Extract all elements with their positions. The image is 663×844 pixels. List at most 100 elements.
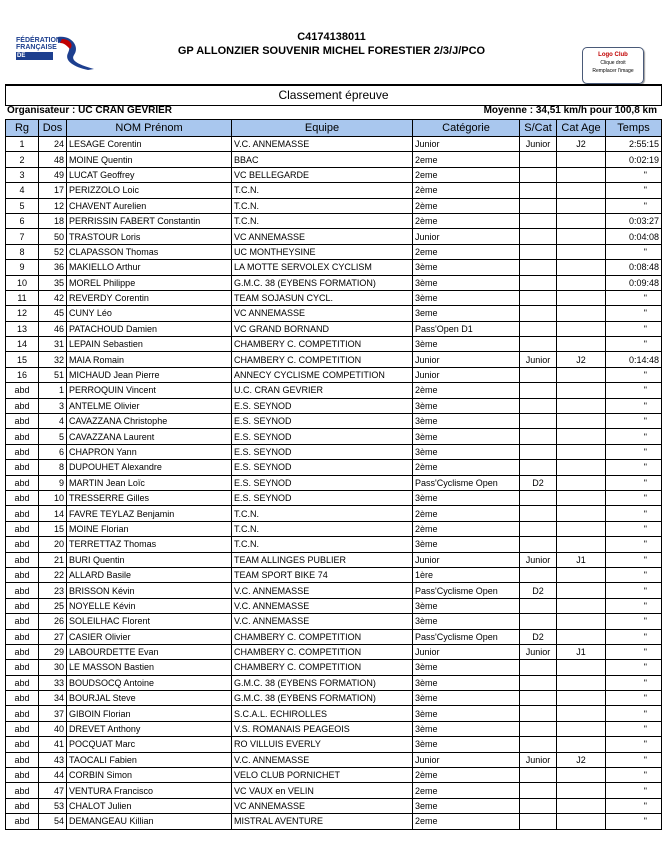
age-category-cell <box>556 736 606 753</box>
table-header-row: Rg Dos NOM Prénom Equipe Catégorie S/Cat… <box>5 119 662 137</box>
rider-name-cell: DREVET Anthony <box>66 720 232 738</box>
age-category-cell <box>556 228 606 245</box>
sub-category-cell: D2 <box>519 582 557 599</box>
sub-category-cell <box>519 397 557 415</box>
rank-cell: abd <box>5 397 39 415</box>
team-cell: T.C.N. <box>231 536 413 553</box>
category-cell: 3ème <box>412 443 520 461</box>
bib-cell: 14 <box>38 505 67 522</box>
bib-cell: 50 <box>38 228 67 245</box>
category-cell: 2ème <box>412 382 520 399</box>
category-cell: 3ème <box>412 428 520 445</box>
category-cell: Pass'Cyclisme Open <box>412 582 520 599</box>
age-category-cell <box>556 813 606 830</box>
col-categorie: Catégorie <box>412 119 520 137</box>
club-logo-line2: Remplacer l'image <box>592 68 634 74</box>
rider-name-cell: MARTIN Jean Loïc <box>66 474 232 491</box>
time-cell: 0:03:27 <box>605 212 662 230</box>
team-cell: BBAC <box>231 151 413 168</box>
rank-cell: 1 <box>5 135 39 153</box>
table-row: abd 27 CASIER Olivier CHAMBERY C. COMPETITI… <box>5 628 662 645</box>
bib-cell: 47 <box>38 782 67 799</box>
team-cell: V.C. ANNEMASSE <box>231 135 413 153</box>
team-cell: T.C.N. <box>231 197 413 214</box>
category-cell: 3ème <box>412 736 520 753</box>
category-cell: Junior <box>412 228 520 245</box>
team-cell: E.S. SEYNOD <box>231 413 413 430</box>
team-cell: RO VILLUIS EVERLY <box>231 736 413 753</box>
table-row: abd 20 TERRETTAZ Thomas T.C.N. 3ème " <box>5 536 662 553</box>
age-category-cell <box>556 474 606 491</box>
table-row: abd 30 LE MASSON Bastien CHAMBERY C. COMPET… <box>5 659 662 676</box>
rider-name-cell: BOUDSOCQ Antoine <box>66 674 232 692</box>
rank-cell: abd <box>5 628 39 645</box>
sub-category-cell <box>519 720 557 738</box>
club-logo-placeholder: Logo Club Clique droit Remplacer l'image <box>582 47 644 84</box>
race-title: GP ALLONZIER SOUVENIR MICHEL FORESTIER 2… <box>177 45 486 57</box>
bib-cell: 53 <box>38 797 67 815</box>
sub-category-cell <box>519 243 557 261</box>
bib-cell: 20 <box>38 536 67 553</box>
age-category-cell <box>556 628 606 645</box>
team-cell: TEAM ALLINGES PUBLIER <box>231 551 413 568</box>
bib-cell: 9 <box>38 474 67 491</box>
age-category-cell <box>556 366 606 384</box>
category-cell: 2eme <box>412 782 520 799</box>
rank-cell: 12 <box>5 305 39 322</box>
rank-cell: 5 <box>5 197 39 214</box>
bib-cell: 54 <box>38 813 67 830</box>
team-cell: E.S. SEYNOD <box>231 459 413 476</box>
table-row: abd 22 ALLARD Basile TEAM SPORT BIKE 74 1ère… <box>5 566 662 584</box>
table-row: abd 43 TAOCALI Fabien V.C. ANNEMASSE Junior J… <box>5 751 662 769</box>
category-cell: 3ème <box>412 659 520 676</box>
age-category-cell <box>556 397 606 415</box>
age-category-cell: J1 <box>556 643 606 661</box>
team-cell: VELO CLUB PORNICHET <box>231 767 413 784</box>
rider-name-cell: POCQUAT Marc <box>66 736 232 753</box>
bib-cell: 34 <box>38 690 67 707</box>
ffc-logo-bar: DE CYCLISME <box>16 52 53 67</box>
rank-cell: abd <box>5 428 39 445</box>
rider-name-cell: LEPAIN Sebastien <box>66 336 232 353</box>
table-row: abd 54 DEMANGEAU Killian MISTRAL AVENTURE 2e… <box>5 813 662 830</box>
rank-cell: abd <box>5 597 39 615</box>
time-cell: " <box>605 705 662 722</box>
rank-cell: 14 <box>5 336 39 353</box>
time-cell: " <box>605 459 662 476</box>
table-row: 8 52 CLAPASSON Thomas UC MONTHEYSINE 2eme " <box>5 243 662 261</box>
time-cell: " <box>605 413 662 430</box>
bib-cell: 30 <box>38 659 67 676</box>
team-cell: VC ANNEMASSE <box>231 305 413 322</box>
bib-cell: 45 <box>38 305 67 322</box>
age-category-cell <box>556 767 606 784</box>
table-row: abd 23 BRISSON Kévin V.C. ANNEMASSE Pass'Cyc… <box>5 582 662 599</box>
sub-category-cell <box>519 166 557 184</box>
rider-name-cell: MOREL Philippe <box>66 274 232 291</box>
rider-name-cell: PATACHOUD Damien <box>66 320 232 338</box>
age-category-cell <box>556 166 606 184</box>
age-category-cell <box>556 382 606 399</box>
time-cell: " <box>605 443 662 461</box>
sub-category-cell <box>519 336 557 353</box>
rider-name-cell: MAIA Romain <box>66 351 232 368</box>
table-row: abd 10 TRESSERRE Gilles E.S. SEYNOD 3ème " <box>5 489 662 507</box>
age-category-cell <box>556 597 606 615</box>
age-category-cell: J1 <box>556 551 606 568</box>
rank-cell: abd <box>5 613 39 630</box>
sub-category-cell <box>519 320 557 338</box>
sub-category-cell <box>519 659 557 676</box>
sub-category-cell <box>519 489 557 507</box>
bib-cell: 48 <box>38 151 67 168</box>
rider-name-cell: FAVRE TEYLAZ Benjamin <box>66 505 232 522</box>
sub-category-cell <box>519 597 557 615</box>
results-table: Rg Dos NOM Prénom Equipe Catégorie S/Cat… <box>5 119 662 830</box>
time-cell: " <box>605 720 662 738</box>
age-category-cell <box>556 336 606 353</box>
age-category-cell <box>556 674 606 692</box>
age-category-cell <box>556 489 606 507</box>
rider-name-cell: TRASTOUR Loris <box>66 228 232 245</box>
time-cell: " <box>605 428 662 445</box>
category-cell: 3ème <box>412 613 520 630</box>
rank-cell: abd <box>5 551 39 568</box>
table-row: 4 17 PERIZZOLO Loic T.C.N. 2ème " <box>5 182 662 199</box>
